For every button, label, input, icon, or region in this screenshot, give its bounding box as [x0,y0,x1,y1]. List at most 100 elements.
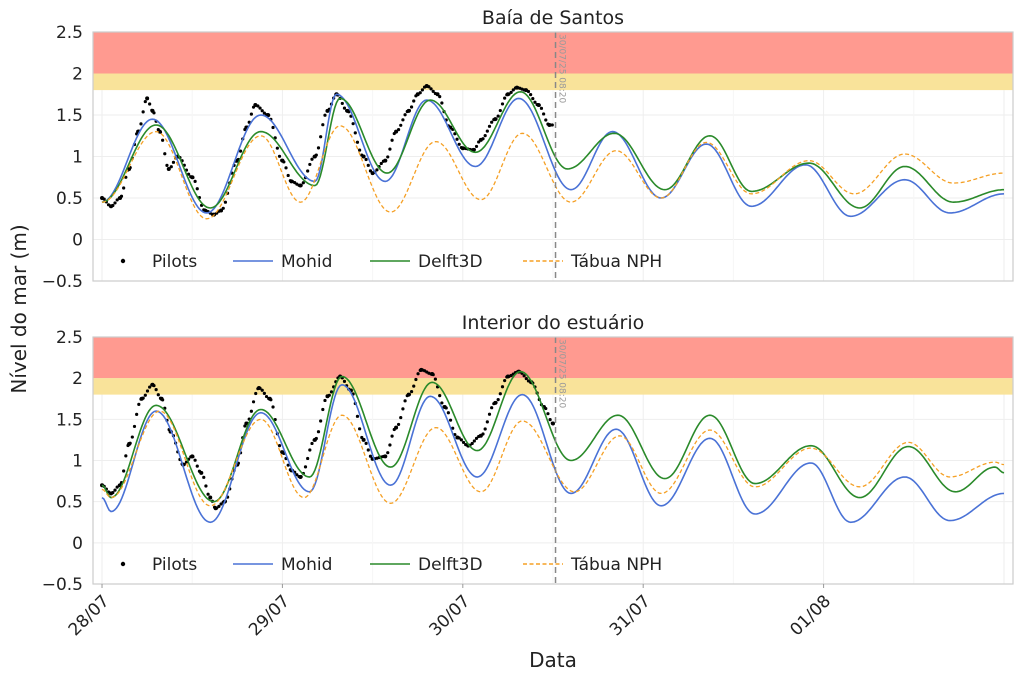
pilots-point [195,464,199,468]
pilots-point [548,418,552,422]
x-tick-label: 01/08 [786,591,835,640]
legend-label: Delft3D [418,555,483,575]
pilots-point [490,120,494,124]
pilots-point [375,168,379,172]
pilots-point [219,208,223,213]
pilots-point [148,102,152,106]
legend-item: Delft3D [370,555,483,575]
pilots-point [286,463,290,467]
pilots-point [379,161,383,166]
pilots-point [277,444,282,448]
pilots-point [143,393,147,397]
y-tick-label: 2.5 [56,328,83,348]
legend-item: Pilots [120,252,197,272]
y-axis-label: Nível do mar (m) [7,224,31,393]
pilots-point [418,91,422,95]
pilots-point [427,85,431,89]
pilots-point [152,111,156,115]
y-tick-label: −0.5 [42,575,83,595]
pilots-point [260,388,264,392]
pilots-point [524,376,528,381]
pilots-point [249,409,253,413]
pilots-point [500,102,505,106]
pilots-point [262,391,266,395]
pilots-point [479,434,483,438]
pilots-point [187,172,191,176]
pilots-point [260,109,264,113]
pilots-point [310,441,314,446]
pilots-point [483,134,487,138]
pilots-point [386,451,390,455]
legend-marker [120,561,126,567]
pilots-point [503,96,507,100]
pilots-point [113,488,117,492]
pilots-point [119,194,124,198]
pilots-point [433,377,437,381]
pilots-point [457,436,461,440]
pilots-point [511,88,515,92]
tabua-nph-line [101,125,1004,220]
pilots-point [353,131,357,135]
pilots-point [496,114,500,118]
pilots-point [453,132,457,136]
pilots-point [448,125,453,130]
pilots-point [386,155,390,159]
pilots-point [143,99,147,104]
pilots-point [316,430,321,434]
pilots-point [396,422,401,427]
pilots-point [550,123,554,127]
pilots-point [161,138,165,142]
pilots-point [258,106,262,110]
pilots-point [429,87,433,91]
pilots-point [364,157,368,162]
pilots-point [362,154,366,159]
pilots-point [271,125,275,130]
pilots-point [487,124,492,128]
pilots-point [392,131,396,136]
pilots-point [390,138,394,142]
pilots-point [204,484,208,488]
pilots-point [409,105,414,109]
legend-marker [120,258,126,264]
pilots-point [485,129,489,133]
pilots-point [308,162,312,167]
y-tick-label: 0 [72,534,83,554]
pilots-point [446,411,450,415]
pilots-point [197,469,202,473]
pilots-point [319,135,323,139]
pilots-point [407,392,412,397]
pilots-point [323,398,327,403]
mohid-line [101,93,1005,218]
pilots-point [394,129,399,134]
pilots-point [542,112,546,116]
pilots-point [117,483,121,487]
pilots-point [243,127,247,132]
y-tick-label: 1.5 [56,106,83,126]
pilots-point [383,158,388,163]
pilots-point [394,425,399,430]
pilots-point [358,148,362,152]
pilots-point [342,106,347,110]
axes-frame [92,31,1014,282]
pilots-point [299,475,303,479]
pilots-point [414,377,418,382]
legend-item: Tábua NPH [523,252,662,272]
pilots-point [306,169,310,173]
pilots-point [141,396,145,400]
pilots-point [284,166,288,170]
pilots-point [319,419,323,423]
pilots-point [137,402,141,406]
pilots-point [355,414,360,418]
pilots-point [470,441,474,446]
delft3d-line [101,370,1005,503]
pilots-point [539,106,544,110]
pilots-point [347,110,351,114]
pilots-point [472,439,476,443]
pilots-point [169,165,173,169]
pilots-point [355,140,360,144]
pilots-point [509,90,513,94]
yellow-band [93,378,1013,395]
pilots-point [111,203,115,208]
pilots-point [403,113,407,117]
